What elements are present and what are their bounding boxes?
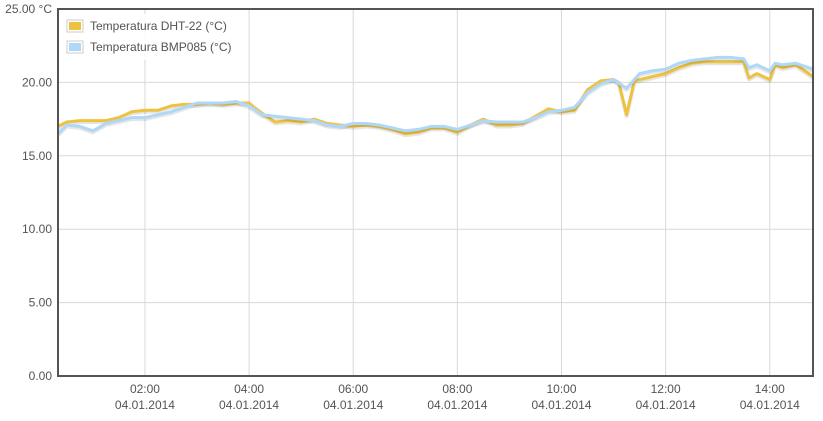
x-tick-date-label: 04.01.2014 xyxy=(427,398,487,412)
x-tick-time-label: 10:00 xyxy=(546,382,576,396)
x-axis-ticks: 02:00 04.01.2014 04:00 04.01.2014 06:00 04.01… xyxy=(115,382,800,412)
series-lines xyxy=(56,55,815,138)
x-tick-date-label: 04.01.2014 xyxy=(531,398,591,412)
y-tick-label: 15.00 xyxy=(22,149,52,163)
legend-label: Temperatura DHT-22 (°C) xyxy=(90,19,227,33)
plot-frame xyxy=(57,8,814,377)
legend-background xyxy=(63,14,243,60)
x-tick-time-label: 08:00 xyxy=(442,382,472,396)
x-tick-date-label: 04.01.2014 xyxy=(219,398,279,412)
legend-swatch xyxy=(69,22,81,30)
series-shadow xyxy=(57,61,815,138)
legend-swatch xyxy=(69,43,81,51)
y-tick-label: 0.00 xyxy=(29,369,53,383)
y-axis-ticks: 0.00 5.00 10.00 15.00 20.00 25.00 °C xyxy=(5,2,52,383)
x-tick-time-label: 04:00 xyxy=(234,382,264,396)
y-tick-label: 10.00 xyxy=(22,222,52,236)
legend: Temperatura DHT-22 (°C) Temperatura BMP08… xyxy=(63,14,243,60)
x-tick-date-label: 04.01.2014 xyxy=(115,398,175,412)
x-tick-time-label: 14:00 xyxy=(755,382,785,396)
x-tick-time-label: 06:00 xyxy=(338,382,368,396)
x-tick-time-label: 02:00 xyxy=(130,382,160,396)
y-tick-label: 25.00 °C xyxy=(5,2,52,16)
series-line-1 xyxy=(57,60,814,136)
y-tick-label: 5.00 xyxy=(29,296,53,310)
series-line-2 xyxy=(56,55,814,135)
x-tick-time-label: 12:00 xyxy=(651,382,681,396)
y-tick-label: 20.00 xyxy=(22,75,52,89)
series-shadow xyxy=(56,56,814,137)
x-tick-date-label: 04.01.2014 xyxy=(740,398,800,412)
legend-label: Temperatura BMP085 (°C) xyxy=(90,40,232,54)
x-tick-date-label: 04.01.2014 xyxy=(636,398,696,412)
x-tick-date-label: 04.01.2014 xyxy=(323,398,383,412)
